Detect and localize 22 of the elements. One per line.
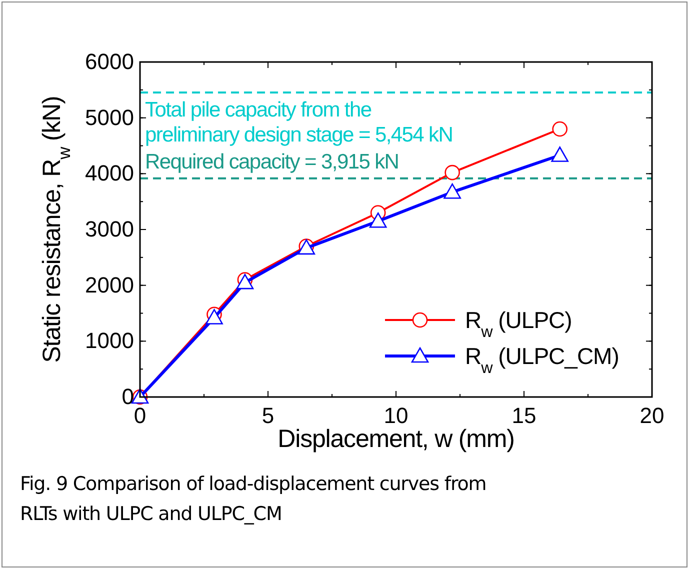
legend-label: R$_{w}$ (ULPC_CM): [465, 343, 619, 377]
x-tick-label: 5: [262, 403, 274, 428]
point: [444, 183, 461, 199]
x-tick-label: 10: [384, 403, 408, 428]
ref-line-label: Total pile capacity from the preliminary design stage = 5,454 kN: [145, 98, 453, 146]
caption: Fig. 9 Comparison of load-displacement curves from RLTs with ULPC and ULPC_CM: [20, 473, 486, 525]
point: [552, 121, 568, 137]
y-tick-label: 2000: [85, 272, 134, 298]
y-tick-label: 1000: [85, 328, 134, 354]
y-tick-label: 4000: [85, 160, 134, 186]
x-axis-title: Displacement, w (mm): [278, 425, 514, 453]
point: [551, 146, 568, 162]
legend-label: R$_{w}$ (ULPC): [465, 307, 572, 341]
y-tick-label: 3000: [85, 216, 134, 242]
ref-line-label: Required capacity = 3,915 kN: [145, 150, 399, 174]
x-tick-label: 15: [512, 403, 536, 428]
y-tick-label: 6000: [85, 49, 134, 74]
y-tick-label: 0: [122, 384, 134, 409]
y-tick-label: 5000: [85, 104, 134, 130]
point: [444, 164, 460, 180]
x-tick-label: 20: [640, 403, 664, 428]
point: [369, 212, 387, 228]
